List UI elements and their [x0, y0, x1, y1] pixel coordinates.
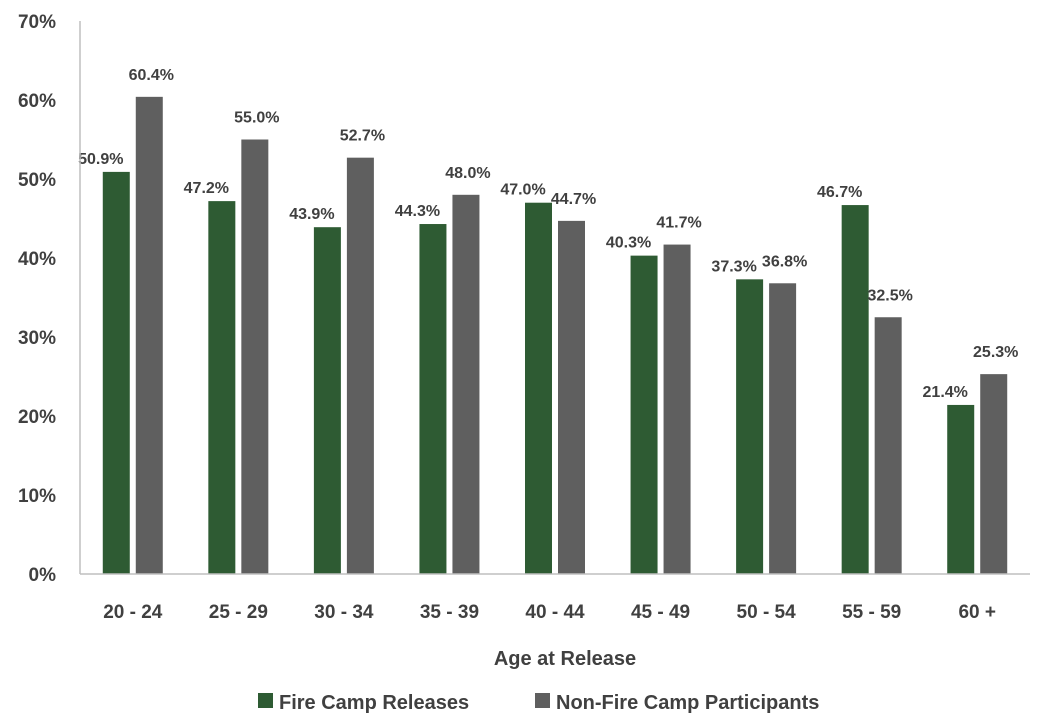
bar-fire-camp: [313, 227, 341, 574]
bar-non-fire-camp: [663, 244, 691, 574]
x-tick-label: 40 - 44: [525, 602, 585, 623]
legend-swatch: [535, 693, 550, 708]
bar-fire-camp: [736, 279, 764, 574]
bar-fire-camp: [102, 171, 130, 574]
data-label-fire-camp: 47.0%: [500, 182, 545, 199]
legend: Fire Camp Releases Non-Fire Camp Particip…: [258, 692, 819, 714]
data-label-non-fire-camp: 48.0%: [445, 165, 490, 182]
data-label-fire-camp: 43.9%: [289, 206, 334, 223]
x-tick-label: 30 - 34: [314, 602, 374, 623]
data-label-non-fire-camp: 32.5%: [867, 287, 912, 304]
bar-non-fire-camp: [980, 374, 1008, 574]
bar-non-fire-camp: [135, 96, 163, 574]
legend-label: Fire Camp Releases: [279, 692, 469, 714]
legend-swatch: [258, 693, 273, 708]
y-tick-label: 0%: [29, 565, 57, 586]
data-label-non-fire-camp: 36.8%: [762, 253, 807, 270]
data-label-fire-camp: 44.3%: [395, 203, 440, 220]
data-label-non-fire-camp: 55.0%: [234, 110, 279, 127]
y-tick-label: 60%: [18, 91, 56, 112]
y-tick-label: 40%: [18, 249, 56, 270]
bar-fire-camp: [419, 224, 447, 574]
bars: [102, 96, 1008, 575]
data-label-non-fire-camp: 52.7%: [340, 128, 385, 145]
y-tick-label: 10%: [18, 486, 56, 507]
bar-non-fire-camp: [558, 220, 585, 574]
x-tick-label: 35 - 39: [420, 602, 479, 623]
y-tick-label: 50%: [18, 170, 56, 191]
x-axis-ticks: 20 - 24 25 - 29 30 - 34 35 - 39 40 - 44 45 - …: [103, 602, 996, 623]
x-tick-label: 55 - 59: [842, 602, 901, 623]
data-label-fire-camp: 50.9%: [78, 151, 123, 168]
y-axis-ticks: 0% 10% 20% 30% 40% 50% 60% 70%: [18, 12, 56, 586]
x-tick-label: 60 +: [958, 602, 996, 623]
x-tick-label: 50 - 54: [737, 602, 797, 623]
data-label-non-fire-camp: 60.4%: [129, 67, 174, 84]
data-label-fire-camp: 21.4%: [923, 384, 968, 401]
data-label-fire-camp: 47.2%: [184, 180, 229, 197]
x-axis-title: Age at Release: [494, 648, 636, 670]
bar-fire-camp: [525, 202, 552, 574]
bar-non-fire-camp: [769, 283, 797, 574]
legend-label: Non-Fire Camp Participants: [556, 692, 819, 714]
bar-fire-camp: [208, 201, 236, 574]
data-label-non-fire-camp: 44.7%: [551, 191, 596, 208]
bar-non-fire-camp: [452, 194, 480, 575]
data-label-fire-camp: 46.7%: [817, 184, 862, 201]
bar-fire-camp: [947, 404, 975, 574]
data-labels: 50.9% 60.4% 47.2% 55.0% 43.9% 52.7% 44.3% 48.0%…: [78, 67, 1018, 401]
bar-fire-camp: [630, 255, 658, 574]
bar-non-fire-camp: [874, 317, 902, 574]
y-tick-label: 30%: [18, 328, 56, 349]
data-label-fire-camp: 40.3%: [606, 235, 651, 252]
y-tick-label: 20%: [18, 407, 56, 428]
x-tick-label: 20 - 24: [103, 602, 163, 623]
bar-non-fire-camp: [241, 139, 269, 574]
x-tick-label: 25 - 29: [209, 602, 268, 623]
data-label-fire-camp: 37.3%: [711, 258, 756, 275]
data-label-non-fire-camp: 41.7%: [656, 215, 701, 232]
bar-non-fire-camp: [346, 157, 374, 575]
data-label-non-fire-camp: 25.3%: [973, 344, 1018, 361]
x-tick-label: 45 - 49: [631, 602, 690, 623]
bar-fire-camp: [841, 205, 869, 574]
y-tick-label: 70%: [18, 12, 56, 33]
